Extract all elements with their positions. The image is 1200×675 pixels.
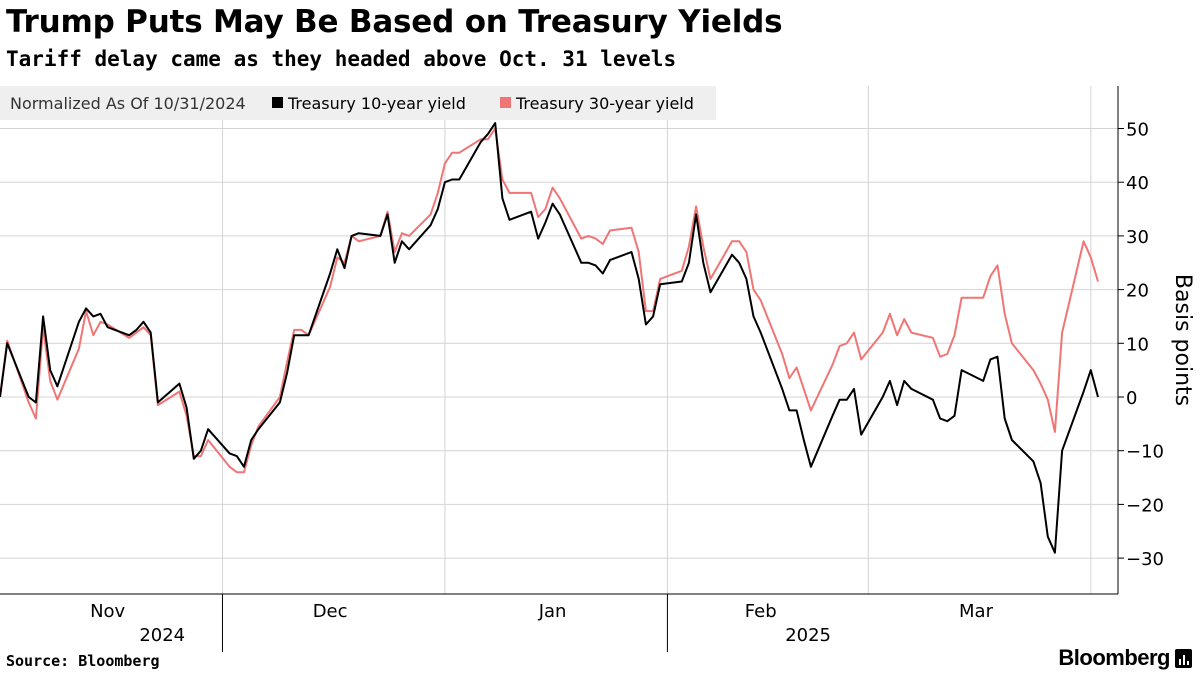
- series-line-30-year: [0, 127, 1099, 474]
- y-tick-label: −10: [1126, 442, 1164, 463]
- source-note: Source: Bloomberg: [6, 652, 160, 670]
- y-tick-label: 20: [1126, 281, 1149, 302]
- y-tick-label: 0: [1126, 388, 1137, 409]
- series-line-10-year: [0, 122, 1099, 554]
- y-tick-label: 30: [1126, 227, 1149, 248]
- chart-subtitle: Tariff delay came as they headed above O…: [6, 47, 677, 71]
- y-tick-label: −30: [1126, 549, 1164, 570]
- legend-entry: Treasury 30-year yield: [515, 94, 694, 113]
- x-year-label: 2025: [785, 625, 831, 646]
- legend-swatch: [500, 97, 511, 108]
- x-tick-label: Jan: [538, 601, 567, 622]
- x-tick-label: Dec: [313, 601, 348, 622]
- y-tick-label: −20: [1126, 495, 1164, 516]
- bloomberg-logo-icon: [1175, 649, 1192, 668]
- x-tick-label: Nov: [90, 601, 125, 622]
- y-axis-title: Basis points: [1170, 274, 1195, 406]
- legend-note: Normalized As Of 10/31/2024: [10, 94, 246, 113]
- y-tick-label: 40: [1126, 173, 1149, 194]
- x-tick-label: Mar: [959, 601, 994, 622]
- y-tick-label: 10: [1126, 334, 1149, 355]
- legend-box: [0, 86, 716, 120]
- chart-title: Trump Puts May Be Based on Treasury Yiel…: [6, 4, 783, 40]
- bloomberg-logo: Bloomberg: [1058, 645, 1170, 670]
- x-tick-label: Feb: [745, 601, 777, 622]
- x-year-label: 2024: [139, 625, 185, 646]
- legend-swatch: [272, 97, 283, 108]
- legend-entry: Treasury 10-year yield: [287, 94, 466, 113]
- y-tick-label: 50: [1126, 120, 1149, 141]
